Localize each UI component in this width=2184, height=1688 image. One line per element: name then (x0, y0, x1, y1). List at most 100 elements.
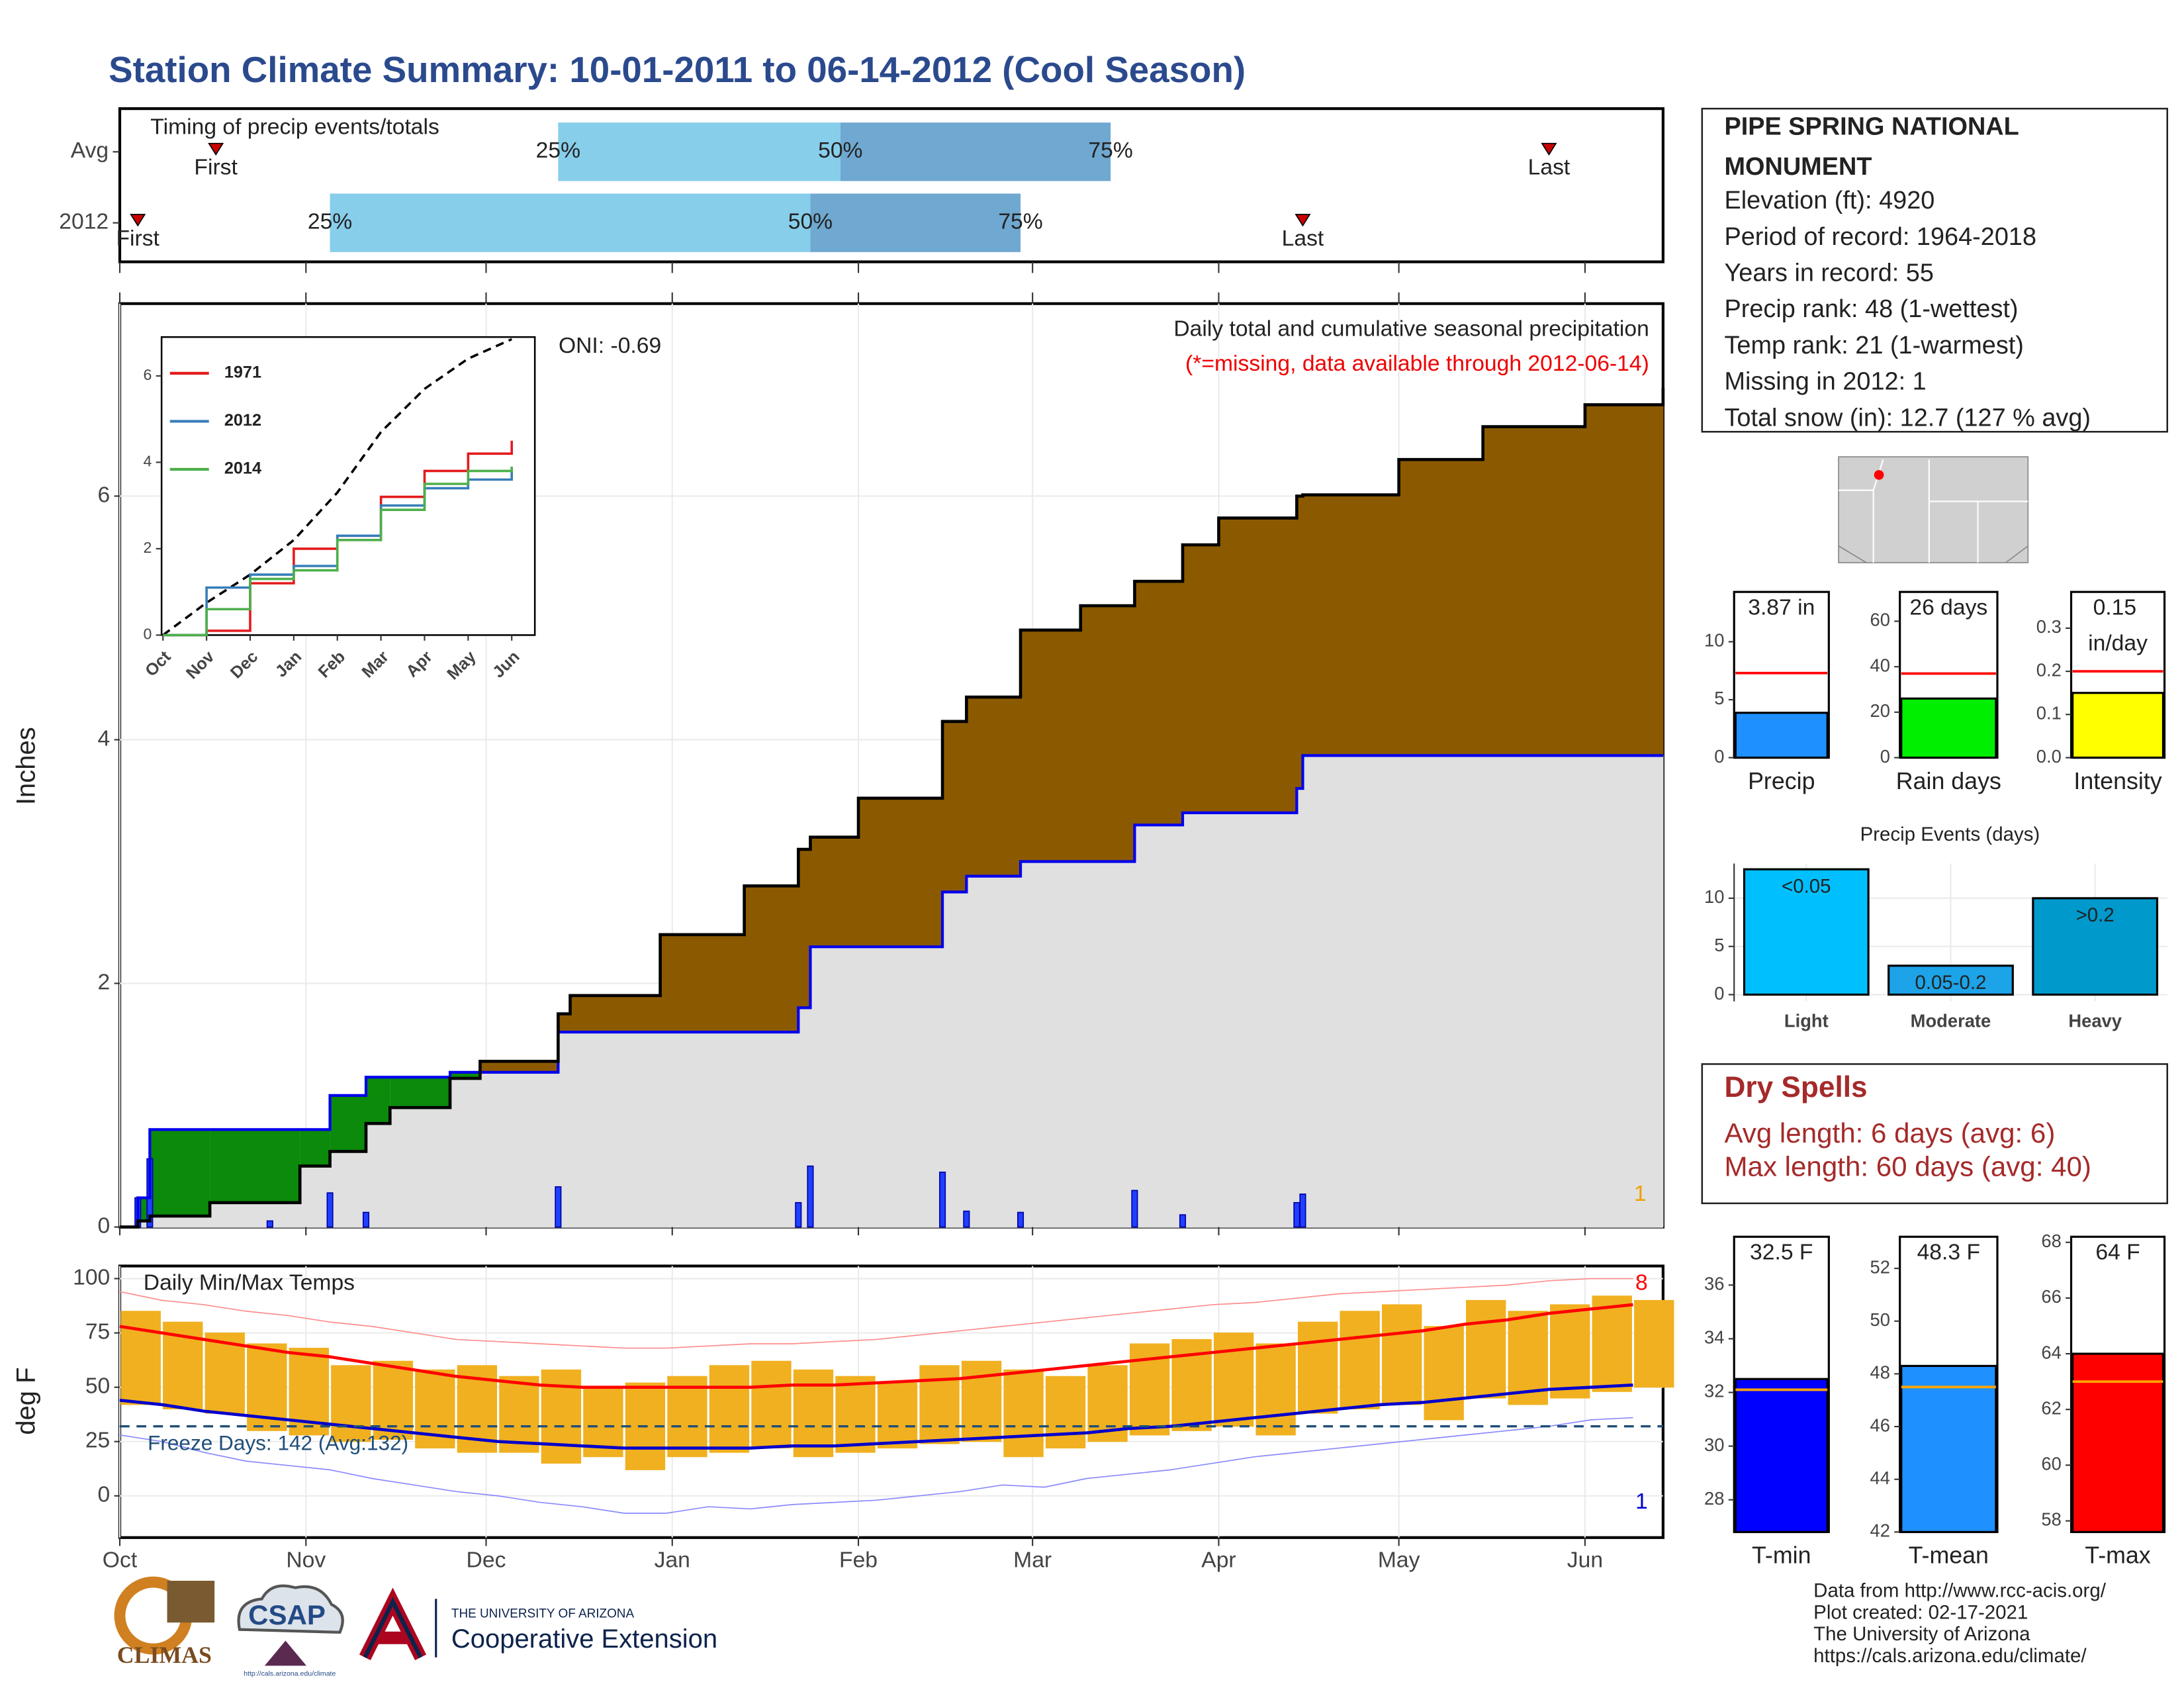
daily-precip-bar (1017, 1211, 1024, 1228)
daily-precip-bar (963, 1210, 970, 1228)
panel-title: Timing of precip events/totals (150, 115, 439, 139)
climas-text: CLIMAS (117, 1642, 212, 1668)
temp-range-bar (1045, 1376, 1086, 1449)
oni-label: ONI: -0.69 (559, 334, 661, 358)
deficit-fill (558, 1013, 571, 1033)
y-tick-label: 30 (1704, 1434, 1724, 1455)
y-tick-label: 4 (144, 453, 152, 470)
y-tick-label: 64 (2041, 1342, 2061, 1362)
info-line: Elevation (ft): 4920 (1724, 187, 1934, 214)
footer-line: https://cals.arizona.edu/climate/ (1813, 1645, 2087, 1667)
category-label: Heavy (2068, 1011, 2122, 1031)
deficit-fill (1080, 606, 1136, 862)
normal-line (119, 1303, 1633, 1389)
legend-label: 2012 (224, 411, 261, 430)
surplus-fill (366, 1077, 390, 1124)
deficit-fill (744, 886, 799, 1033)
quantile-label: 50% (818, 138, 862, 163)
info-line: Total snow (in): 12.7 (127 % avg) (1724, 404, 2091, 432)
cumulative-fill (858, 947, 943, 1227)
cumulative-fill (1302, 755, 1400, 1227)
category-label: Light (1784, 1011, 1829, 1031)
normal-line (119, 1383, 1633, 1450)
panel-title: Daily Min/Max Temps (144, 1271, 355, 1295)
temp-range-bar (1550, 1304, 1590, 1399)
cumulative-fill (1080, 861, 1136, 1227)
y-tick-label: 0 (144, 626, 152, 643)
event-bar (1888, 964, 2014, 996)
temp-range-bar (499, 1376, 539, 1453)
row-label: Avg (71, 138, 109, 163)
temp-range-bar (541, 1369, 582, 1464)
marker-label: First (194, 155, 238, 179)
record-high-count: 8 (1635, 1271, 1648, 1295)
extension-text: Cooperative Extension (451, 1624, 717, 1654)
y-axis-label: Inches (12, 727, 41, 805)
missing-count: 1 (1634, 1182, 1647, 1206)
temp-range-bar (1003, 1369, 1044, 1458)
summary-bar (2071, 1352, 2165, 1533)
daily-precip-bar (1299, 1194, 1306, 1228)
y-tick-label: 46 (1870, 1415, 1890, 1435)
event-bar (1743, 868, 1870, 996)
category-label: T-min (1752, 1542, 1811, 1569)
x-tick-label: Nov (286, 1548, 326, 1572)
cumulative-fill (1021, 861, 1081, 1227)
quantile-bar (558, 122, 841, 181)
y-tick-label: 2 (98, 970, 111, 994)
summary-bar (1900, 1364, 1997, 1533)
ua-logo-outline (363, 1597, 423, 1659)
cumulative-fill (1218, 812, 1298, 1227)
deficit-fill (1297, 496, 1304, 789)
summary-bar (1734, 712, 1829, 759)
info-box (1701, 107, 2169, 433)
deficit-fill (1134, 581, 1183, 825)
value-label: 3.87 in (1748, 595, 1815, 620)
info-line: Period of record: 1964-2018 (1724, 223, 2036, 251)
climas-logo-block (167, 1580, 215, 1623)
value-label: 0.15 in/day (2088, 595, 2148, 655)
daily-precip-bar (555, 1186, 562, 1228)
ua-text: THE UNIVERSITY OF ARIZONA (451, 1607, 635, 1620)
footer-line: The University of Arizona (1813, 1623, 2030, 1645)
station-name: PIPE SPRING NATIONAL MONUMENT (1724, 113, 2025, 181)
deficit-fill (942, 721, 967, 892)
cumulative-fill (1134, 825, 1183, 1227)
location-map (1838, 456, 2029, 563)
cumulative-line (119, 387, 1665, 1229)
cumulative-fill (1297, 788, 1304, 1227)
y-tick-label: 0.1 (2036, 703, 2062, 724)
station-dot (1874, 470, 1884, 480)
category-label: Rain days (1896, 768, 2001, 794)
event-marker (1541, 142, 1557, 156)
y-tick-label: 66 (2041, 1286, 2061, 1307)
quantile-label: 75% (1088, 138, 1132, 163)
csap-cloud (237, 1584, 344, 1634)
daily-precip-bar (266, 1220, 273, 1228)
y-tick-label: 2 (144, 539, 152, 556)
x-tick-label: Mar (1013, 1548, 1052, 1572)
temp-range-bar (667, 1376, 707, 1458)
summary-bar (2071, 692, 2165, 759)
deficit-fill (1218, 518, 1298, 813)
daily-precip-bar (795, 1201, 802, 1228)
temp-range-bar (1592, 1295, 1632, 1392)
info-line: Temp rank: 21 (1-warmest) (1724, 332, 2023, 359)
record-line (119, 1278, 1633, 1349)
page-title: Station Climate Summary: 10-01-2011 to 0… (109, 49, 1246, 90)
deficit-fill (798, 849, 811, 1008)
daily-precip-bar (1131, 1190, 1138, 1228)
deficit-fill (1398, 459, 1484, 756)
deficit-fill (1482, 426, 1586, 756)
y-tick-label: 0 (1714, 983, 1724, 1004)
daily-precip-bar (939, 1171, 946, 1228)
event-marker (1295, 214, 1311, 227)
temp-range-bar (919, 1365, 960, 1444)
surplus-fill (390, 1077, 451, 1108)
deficit-fill (660, 934, 745, 1033)
summary-bar (1734, 1378, 1829, 1533)
deficit-fill (810, 837, 859, 947)
temp-range-bar (1297, 1321, 1338, 1414)
info-line: Missing in 2012: 1 (1724, 368, 1926, 396)
temp-range-bar (751, 1360, 792, 1449)
